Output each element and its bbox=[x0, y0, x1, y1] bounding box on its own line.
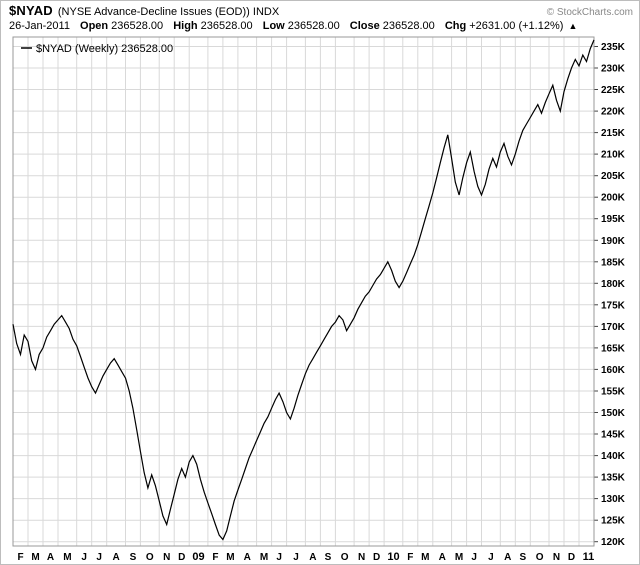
y-axis-label: 180K bbox=[601, 279, 626, 290]
up-arrow-icon: ▲ bbox=[568, 21, 578, 31]
x-axis-month-label: A bbox=[244, 552, 251, 563]
x-axis-month-label: O bbox=[341, 552, 349, 563]
y-axis-label: 135K bbox=[601, 473, 626, 484]
x-axis-month-label: F bbox=[17, 552, 23, 563]
y-axis-label: 155K bbox=[601, 387, 626, 398]
x-axis-month-label: O bbox=[536, 552, 544, 563]
y-axis-label: 205K bbox=[601, 171, 626, 182]
x-axis-month-label: J bbox=[276, 552, 282, 563]
copyright-notice: © StockCharts.com bbox=[546, 7, 633, 18]
y-axis-label: 225K bbox=[601, 85, 626, 96]
x-axis-month-label: M bbox=[455, 552, 463, 563]
y-axis-label: 145K bbox=[601, 430, 626, 441]
x-axis-year-label: 09 bbox=[192, 551, 204, 563]
x-axis-month-label: A bbox=[309, 552, 316, 563]
x-axis-month-label: N bbox=[163, 552, 170, 563]
high-value: 236528.00 bbox=[200, 20, 253, 32]
x-axis-month-label: F bbox=[212, 552, 218, 563]
y-axis-label: 150K bbox=[601, 408, 626, 419]
y-axis-label: 230K bbox=[601, 64, 626, 75]
x-axis-month-label: M bbox=[226, 552, 234, 563]
x-axis-month-label: A bbox=[112, 552, 119, 563]
x-axis-month-label: N bbox=[358, 552, 365, 563]
x-axis-month-label: S bbox=[325, 552, 332, 563]
y-axis-label: 120K bbox=[601, 537, 626, 548]
close-value: 236528.00 bbox=[382, 20, 435, 32]
y-axis-label: 185K bbox=[601, 257, 626, 268]
y-axis-label: 170K bbox=[601, 322, 626, 333]
legend-label: $NYAD (Weekly) 236528.00 bbox=[36, 43, 173, 55]
y-axis-label: 220K bbox=[601, 107, 626, 118]
change-value: +2631.00 (+1.12%) bbox=[469, 20, 564, 32]
x-axis-month-label: M bbox=[260, 552, 268, 563]
x-axis-month-label: J bbox=[488, 552, 494, 563]
x-axis-year-label: 10 bbox=[387, 551, 399, 563]
y-axis-label: 235K bbox=[601, 42, 626, 53]
y-axis-label: 140K bbox=[601, 451, 626, 462]
plot-border bbox=[12, 36, 595, 547]
y-axis-label: 165K bbox=[601, 343, 626, 354]
x-axis-month-label: A bbox=[504, 552, 511, 563]
x-axis-month-label: J bbox=[293, 552, 299, 563]
price-line bbox=[12, 39, 595, 541]
y-axis-label: 125K bbox=[601, 516, 626, 527]
y-axis-label: 200K bbox=[601, 193, 626, 204]
high-label: High bbox=[173, 20, 198, 32]
y-axis-label: 210K bbox=[601, 150, 626, 161]
x-axis-month-label: S bbox=[130, 552, 137, 563]
y-axis-label: 190K bbox=[601, 236, 626, 247]
quote-date: 26-Jan-2011 bbox=[9, 20, 70, 32]
price-chart: 120K 125K 130K 135K 140K 145K 150K 155K 160K 165K… bbox=[12, 36, 626, 563]
x-axis-month-label: J bbox=[81, 552, 87, 563]
y-axis-label: 195K bbox=[601, 214, 626, 225]
x-axis-month-label: N bbox=[553, 552, 560, 563]
y-axis-label: 175K bbox=[601, 300, 626, 311]
x-axis-month-label: J bbox=[471, 552, 477, 563]
x-axis-month-label: A bbox=[439, 552, 446, 563]
x-axis-month-label: O bbox=[146, 552, 154, 563]
quote-line: 26-Jan-2011 Open 236528.00 High 236528.00 … bbox=[9, 20, 633, 33]
x-axis-month-label: M bbox=[421, 552, 429, 563]
chart-header: $NYAD (NYSE Advance-Decline Issues (EOD)… bbox=[1, 1, 639, 33]
change-label: Chg bbox=[444, 20, 467, 32]
ticker-symbol: $NYAD bbox=[9, 3, 53, 18]
x-axis-month-label: D bbox=[178, 552, 185, 563]
x-axis-month-label: D bbox=[568, 552, 575, 563]
y-axis-label: 215K bbox=[601, 128, 626, 139]
y-axis-label: 130K bbox=[601, 494, 626, 505]
close-label: Close bbox=[349, 20, 380, 32]
x-axis-month-label: S bbox=[519, 552, 526, 563]
low-label: Low bbox=[262, 20, 285, 32]
x-axis-year-label: 11 bbox=[583, 551, 595, 563]
x-axis-month-label: M bbox=[31, 552, 39, 563]
x-axis-month-label: M bbox=[63, 552, 71, 563]
ticker-description: (NYSE Advance-Decline Issues (EOD)) INDX bbox=[57, 6, 280, 18]
title-line: $NYAD (NYSE Advance-Decline Issues (EOD)… bbox=[9, 4, 633, 20]
x-axis-month-label: J bbox=[96, 552, 102, 563]
x-axis-month-label: A bbox=[47, 552, 54, 563]
y-axis-label: 160K bbox=[601, 365, 626, 376]
low-value: 236528.00 bbox=[287, 20, 340, 32]
open-label: Open bbox=[80, 20, 109, 32]
x-axis-month-label: F bbox=[407, 552, 413, 563]
x-axis-month-label: D bbox=[373, 552, 380, 563]
open-value: 236528.00 bbox=[111, 20, 164, 32]
